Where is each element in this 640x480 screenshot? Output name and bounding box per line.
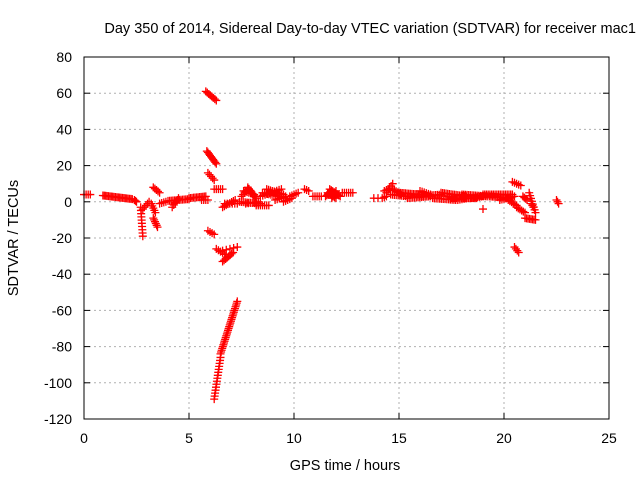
data-point [512,179,521,188]
x-tick-label: 20 [496,430,512,446]
data-points [80,87,563,404]
data-point [130,195,139,204]
y-tick-label: 0 [64,194,72,210]
y-tick-labels: -120 -100 -80 -60 -40 -20 0 20 40 60 80 [44,49,72,427]
data-point [233,297,242,306]
data-point [86,190,95,199]
data-point [218,185,227,194]
data-point [155,188,164,197]
data-point [222,245,231,254]
y-tick-label: -60 [52,302,72,318]
data-point [290,190,298,199]
data-point [519,207,528,216]
y-tick-label: 20 [56,158,72,174]
axis-ticks [83,56,610,420]
data-point [132,197,141,206]
data-point [161,197,170,206]
data-point [252,194,261,203]
y-axis-title: SDTVAR / TECUs [6,180,22,296]
x-tick-label: 10 [286,430,302,446]
x-axis-title: GPS time / hours [290,458,400,474]
data-point [227,249,236,258]
data-point [229,197,238,206]
data-point [378,194,387,203]
y-tick-label: -20 [52,230,72,246]
data-point [231,195,240,204]
data-point [208,174,217,183]
data-point [552,195,561,204]
x-tick-labels: 0 5 10 15 20 25 [80,430,617,446]
y-tick-label: 60 [56,85,72,101]
data-point [211,158,220,167]
data-point [513,246,522,255]
y-tick-label: -80 [52,339,72,355]
data-point [528,201,537,210]
data-point [516,181,525,190]
chart-title: Day 350 of 2014, Sidereal Day-to-day VTE… [104,21,636,37]
y-tick-label: 40 [56,121,72,137]
data-point [531,215,540,224]
data-point [210,176,219,185]
data-point [153,223,162,232]
data-point [151,208,160,217]
x-tick-label: 5 [185,430,193,446]
data-point [229,248,238,257]
data-point [150,217,159,226]
data-point [523,195,532,204]
y-tick-label: 80 [56,49,72,65]
data-point [554,199,563,208]
x-tick-label: 15 [391,430,407,446]
data-point [332,186,340,195]
data-point [514,248,523,257]
data-point [348,188,357,197]
data-point [131,196,140,205]
data-point [264,201,273,210]
grid-lines [84,57,609,419]
data-point [210,95,219,104]
data-point [212,159,221,168]
y-tick-label: -40 [52,266,72,282]
data-point [233,243,242,252]
data-point [302,186,311,195]
data-point [212,96,221,105]
data-point [294,188,303,197]
data-point [304,186,313,195]
data-point [150,215,159,224]
data-point [218,246,227,255]
data-point [174,194,183,203]
data-point [149,214,158,223]
data-point [510,192,519,201]
data-point [330,188,339,197]
data-point [152,221,161,230]
data-point [203,195,212,204]
data-point [529,203,538,212]
x-tick-label: 0 [80,430,88,446]
data-point [553,197,562,206]
data-point [210,230,219,239]
data-point [154,187,163,196]
data-point [300,185,309,194]
data-point [138,232,147,241]
y-tick-label: -120 [44,411,72,427]
data-point [531,208,540,217]
y-tick-label: -100 [44,375,72,391]
data-point [151,219,160,228]
data-point [479,205,487,214]
x-tick-label: 25 [601,430,617,446]
